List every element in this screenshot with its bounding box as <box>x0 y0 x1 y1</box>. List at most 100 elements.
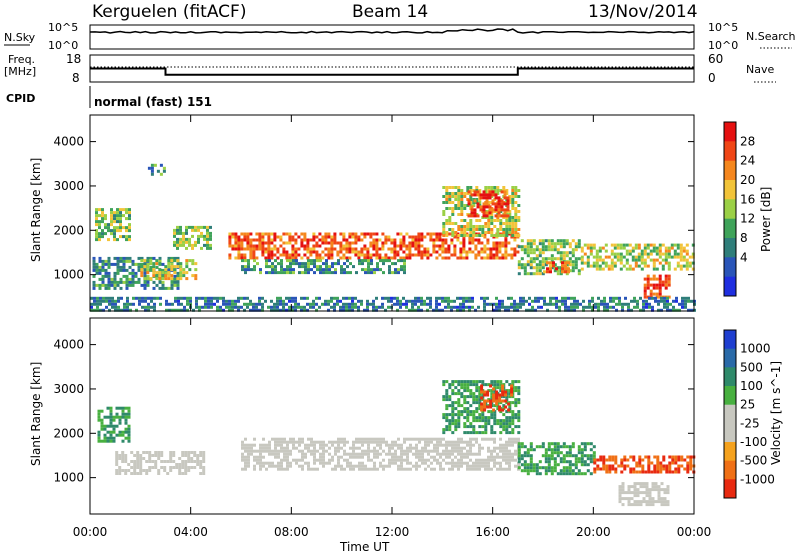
echo-cell <box>598 249 602 253</box>
echo-cell <box>564 299 567 303</box>
echo-cell <box>130 466 134 469</box>
colorbar-cell <box>724 199 736 220</box>
echo-cell <box>475 386 479 390</box>
echo-cell <box>490 219 494 222</box>
echo-cell <box>418 458 421 462</box>
echo-cell <box>399 247 403 251</box>
echo-cell <box>162 166 166 170</box>
echo-cell <box>116 229 119 233</box>
echo-cell <box>657 500 661 504</box>
echo-cell <box>292 271 295 275</box>
echo-cell <box>474 247 478 251</box>
echo-cell <box>619 255 623 259</box>
echo-cell <box>513 253 517 257</box>
echo-cell <box>277 467 280 471</box>
echo-cell <box>633 494 637 498</box>
echo-cell <box>447 247 451 251</box>
echo-cell <box>318 238 322 242</box>
echo-cell <box>501 299 504 303</box>
echo-cell <box>179 277 183 281</box>
echo-cell <box>497 202 501 206</box>
echo-cell <box>445 461 448 465</box>
echo-cell <box>565 460 569 464</box>
echo-cell <box>562 245 566 249</box>
echo-cell <box>173 231 176 235</box>
echo-cell <box>648 488 652 492</box>
echo-cell <box>268 464 271 468</box>
echo-cell <box>646 283 650 287</box>
echo-cell <box>330 244 334 248</box>
echo-cell <box>643 246 647 250</box>
echo-cell <box>280 446 283 450</box>
echo-cell <box>643 289 647 293</box>
echo-cell <box>523 463 527 467</box>
echo-cell <box>632 455 636 459</box>
echo-cell <box>348 302 351 306</box>
echo-cell <box>321 241 325 245</box>
echo-cell <box>457 422 461 426</box>
echo-cell <box>210 299 213 303</box>
echo-cell <box>261 253 265 257</box>
echo-cell <box>664 246 668 250</box>
echo-cell <box>526 454 530 458</box>
echo-cell <box>627 485 631 489</box>
echo-cell <box>289 271 292 275</box>
echo-cell <box>315 296 318 300</box>
echo-cell <box>339 232 343 236</box>
echo-cell <box>156 296 159 300</box>
echo-cell <box>261 305 264 309</box>
echo-cell <box>342 308 345 312</box>
echo-cell <box>334 268 337 272</box>
echo-cell <box>403 268 406 272</box>
echo-cell <box>207 296 210 300</box>
echo-cell <box>408 253 412 257</box>
echo-cell <box>445 425 449 429</box>
echo-cell <box>586 264 590 268</box>
echo-cell <box>375 232 379 236</box>
echo-cell <box>206 225 209 229</box>
echo-cell <box>667 261 671 265</box>
echo-cell <box>222 308 225 312</box>
echo-cell <box>514 195 518 198</box>
echo-cell <box>517 431 521 435</box>
echo-cell <box>250 268 253 272</box>
echo-cell <box>674 467 678 471</box>
echo-cell <box>262 449 265 453</box>
echo-cell <box>639 296 642 300</box>
echo-cell <box>128 256 132 260</box>
echo-cell <box>553 448 557 452</box>
echo-cell <box>641 458 645 462</box>
echo-cell <box>342 235 346 239</box>
echo-cell <box>677 455 681 459</box>
echo-cell <box>288 238 292 242</box>
echo-cell <box>405 253 409 257</box>
echo-cell <box>435 232 439 236</box>
echo-cell <box>466 455 469 459</box>
echo-cell <box>532 466 536 470</box>
echo-cell <box>466 452 469 456</box>
echo-cell <box>480 241 484 245</box>
echo-cell <box>662 455 666 459</box>
echo-cell <box>116 208 119 212</box>
echo-cell <box>493 413 497 417</box>
echo-cell <box>622 255 626 259</box>
echo-cell <box>352 455 355 459</box>
echo-cell <box>137 256 141 260</box>
echo-cell <box>216 296 219 300</box>
echo-cell <box>460 219 464 222</box>
echo-cell <box>113 214 116 218</box>
echo-cell <box>118 430 122 434</box>
echo-cell <box>101 265 105 269</box>
echo-cell <box>155 259 159 263</box>
echo-cell <box>616 246 620 250</box>
echo-cell <box>176 246 179 250</box>
echo-cell <box>250 449 253 453</box>
echo-cell <box>131 259 135 263</box>
echo-cell <box>561 302 564 306</box>
echo-cell <box>618 299 621 303</box>
echo-cell <box>661 280 665 284</box>
echo-cell <box>685 267 689 271</box>
echo-cell <box>143 277 147 281</box>
echo-cell <box>553 269 557 273</box>
echo-cell <box>612 296 615 300</box>
